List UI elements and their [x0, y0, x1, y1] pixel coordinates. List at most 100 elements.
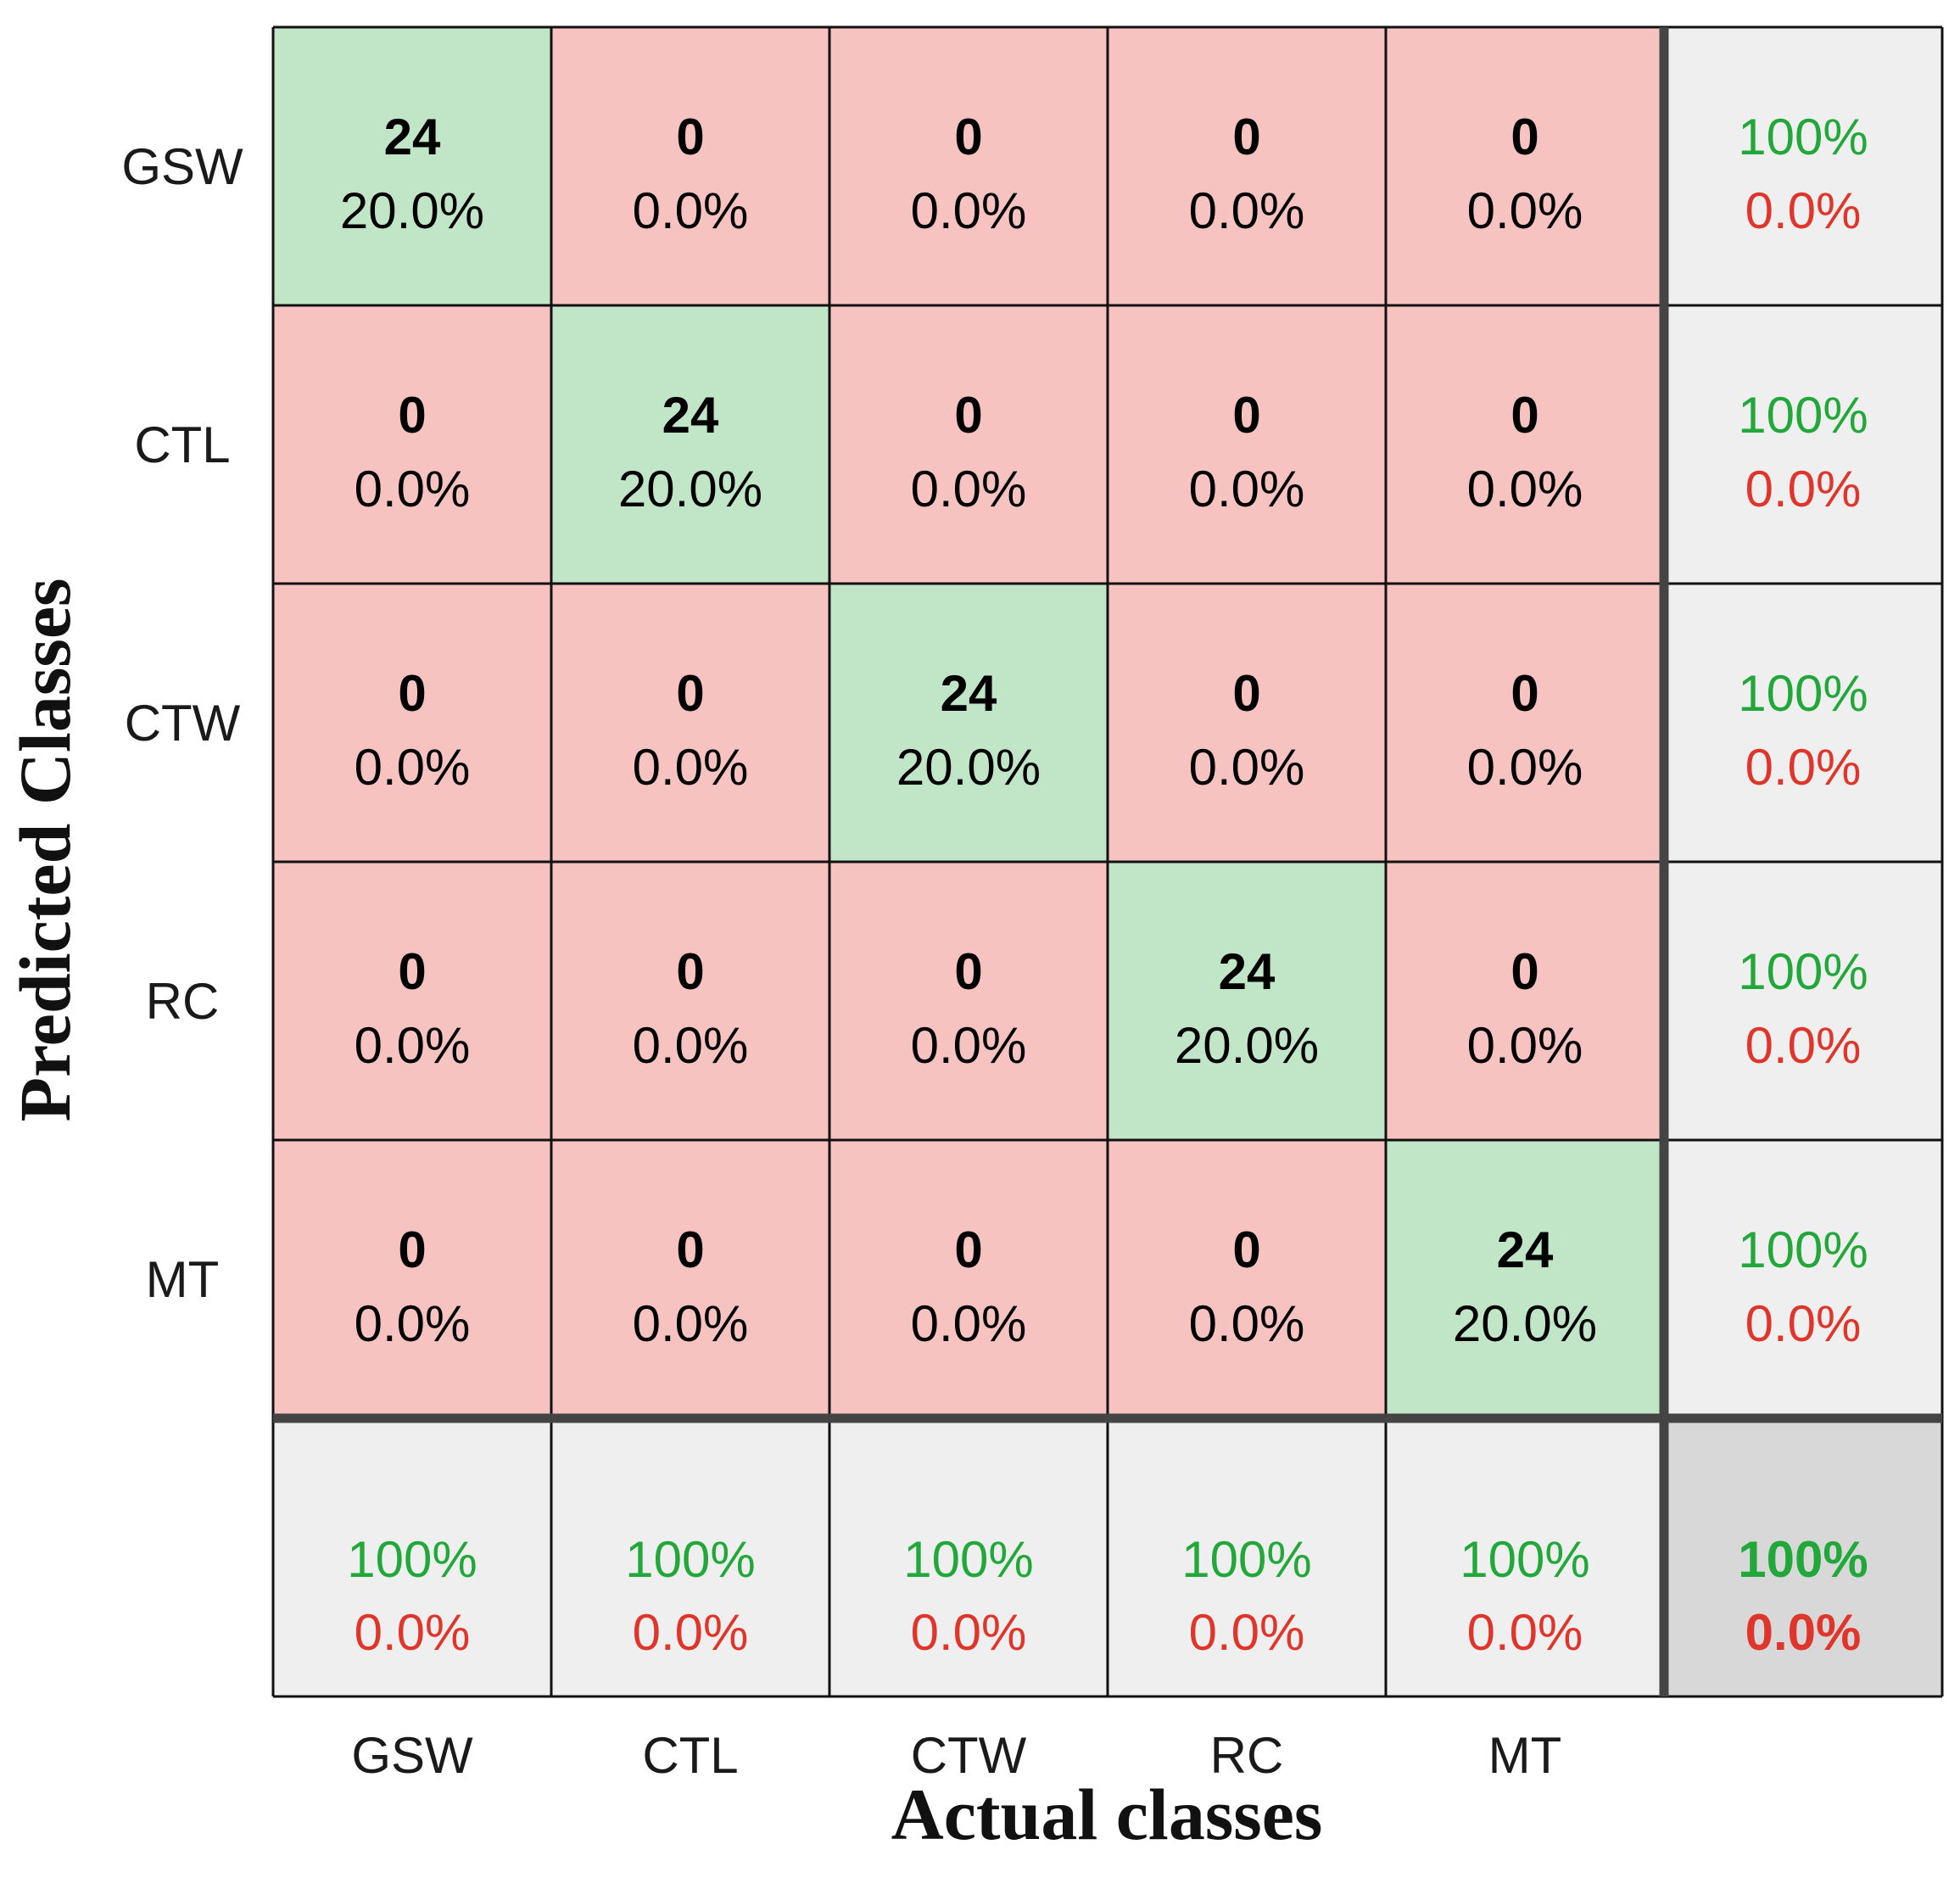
cell-count-label: 24: [384, 109, 441, 165]
matrix-cell: [1386, 305, 1664, 584]
cell-count-label: 0: [1510, 665, 1538, 722]
row-summary-cell: [1664, 27, 1942, 305]
cell-count-label: 24: [1219, 943, 1276, 1000]
cell-percent-label: 0.0%: [1189, 182, 1305, 239]
matrix-cell: [551, 862, 829, 1140]
matrix-cell: [829, 1140, 1108, 1418]
cell-percent-label: 0.0%: [911, 461, 1027, 517]
cell-percent-label: 20.0%: [1175, 1017, 1319, 1074]
axis-ticks: GSW GSW CTL CTL CTW CTW RC RC MT MT: [121, 138, 1561, 1784]
y-tick-label: RC: [146, 973, 220, 1030]
cell-percent-label: 20.0%: [340, 182, 484, 239]
cell-count-label: 0: [1510, 387, 1538, 444]
col-recall-label: 100%: [903, 1531, 1033, 1588]
cell-percent-label: 0.0%: [355, 461, 471, 517]
matrix-cell: [273, 1140, 551, 1418]
cell-count-label: 0: [1232, 387, 1260, 444]
cell-percent-label: 20.0%: [1453, 1295, 1597, 1352]
cell-percent-label: 0.0%: [633, 1295, 749, 1352]
matrix-cell: [551, 584, 829, 862]
x-axis-title: Actual classes: [891, 1774, 1323, 1855]
matrix-cell: [829, 584, 1108, 862]
cell-count-label: 0: [1510, 943, 1538, 1000]
cell-count-label: 24: [1497, 1221, 1554, 1278]
row-summary-cell: [1664, 1140, 1942, 1418]
col-summary-cell: [829, 1418, 1108, 1696]
matrix-cell: [551, 305, 829, 584]
overall-accuracy-label: 100%: [1738, 1531, 1868, 1588]
matrix-cell: [1108, 584, 1386, 862]
matrix-cell: [1386, 1140, 1664, 1418]
matrix-cell: [273, 584, 551, 862]
col-error-label: 0.0%: [911, 1604, 1027, 1661]
row-error-label: 0.0%: [1745, 1017, 1862, 1074]
row-error-label: 0.0%: [1745, 182, 1862, 239]
overall-error-label: 0.0%: [1745, 1604, 1862, 1661]
cell-count-label: 0: [1232, 1221, 1260, 1278]
col-summary-cell: [551, 1418, 829, 1696]
cell-percent-label: 0.0%: [911, 1295, 1027, 1352]
col-recall-label: 100%: [1460, 1531, 1589, 1588]
cell-percent-label: 0.0%: [633, 1017, 749, 1074]
matrix-cell: [1108, 27, 1386, 305]
col-summary-cell: [1108, 1418, 1386, 1696]
cell-count-label: 0: [676, 665, 704, 722]
row-summary-cell: [1664, 305, 1942, 584]
row-precision-label: 100%: [1738, 109, 1868, 165]
matrix-cell: [1108, 862, 1386, 1140]
cell-percent-label: 0.0%: [911, 1017, 1027, 1074]
cell-count-label: 0: [676, 943, 704, 1000]
matrix-cell: [1386, 584, 1664, 862]
cell-percent-label: 20.0%: [618, 461, 762, 517]
cell-count-label: 0: [398, 387, 426, 444]
col-recall-label: 100%: [347, 1531, 477, 1588]
col-recall-label: 100%: [1181, 1531, 1311, 1588]
cell-percent-label: 0.0%: [633, 739, 749, 796]
cell-count-label: 0: [398, 943, 426, 1000]
y-tick-label: CTL: [134, 416, 230, 473]
cell-count-label: 0: [954, 387, 982, 444]
matrix-cell: [829, 305, 1108, 584]
cell-count-label: 24: [662, 387, 719, 444]
matrix-cell: [551, 1140, 829, 1418]
cell-percent-label: 0.0%: [1189, 461, 1305, 517]
cell-percent-label: 0.0%: [355, 1295, 471, 1352]
matrix-cell: [1386, 862, 1664, 1140]
cell-count-label: 0: [676, 109, 704, 165]
col-summary-cell: [1386, 1418, 1664, 1696]
cell-percent-label: 0.0%: [633, 182, 749, 239]
matrix-cell: [1108, 1140, 1386, 1418]
y-tick-label: CTW: [125, 695, 241, 752]
cell-count-label: 0: [954, 1221, 982, 1278]
col-error-label: 0.0%: [355, 1604, 471, 1661]
matrix-cell: [1386, 27, 1664, 305]
cell-percent-label: 0.0%: [911, 182, 1027, 239]
matrix-cell: [273, 27, 551, 305]
col-summary-cell: [273, 1418, 551, 1696]
cell-count-label: 0: [676, 1221, 704, 1278]
row-summary-cell: [1664, 584, 1942, 862]
cell-count-label: 0: [954, 109, 982, 165]
matrix-grid: [271, 25, 1944, 1698]
cell-percent-label: 0.0%: [1189, 1295, 1305, 1352]
cell-percent-label: 20.0%: [896, 739, 1041, 796]
row-precision-label: 100%: [1738, 665, 1868, 722]
cell-count-label: 24: [941, 665, 997, 722]
y-tick-label: MT: [146, 1251, 220, 1308]
matrix-cells: 24 20.0% 0 0.0% 0 0.0% 0 0.0% 0 0.0% 0 0.0% 24 20.0% 0…: [273, 27, 1942, 1696]
row-precision-label: 100%: [1738, 387, 1868, 444]
cell-percent-label: 0.0%: [1467, 739, 1583, 796]
col-error-label: 0.0%: [1467, 1604, 1583, 1661]
cell-count-label: 0: [1232, 665, 1260, 722]
cell-percent-label: 0.0%: [355, 1017, 471, 1074]
cell-count-label: 0: [398, 1221, 426, 1278]
matrix-cell: [273, 862, 551, 1140]
cell-percent-label: 0.0%: [1467, 461, 1583, 517]
x-tick-label: MT: [1488, 1727, 1562, 1784]
row-summary-cell: [1664, 862, 1942, 1140]
row-error-label: 0.0%: [1745, 739, 1862, 796]
col-recall-label: 100%: [625, 1531, 755, 1588]
cell-percent-label: 0.0%: [1467, 182, 1583, 239]
x-tick-label: RC: [1210, 1727, 1284, 1784]
